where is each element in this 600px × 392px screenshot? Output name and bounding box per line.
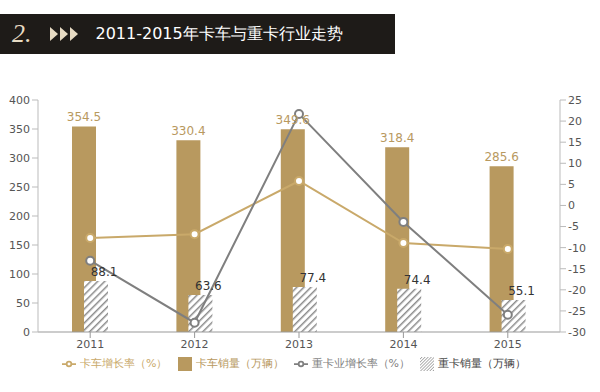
svg-text:25: 25 — [568, 94, 582, 107]
svg-text:50: 50 — [16, 297, 30, 310]
svg-text:285.6: 285.6 — [484, 150, 518, 164]
svg-text:-10: -10 — [568, 242, 586, 255]
svg-text:-20: -20 — [568, 284, 586, 297]
svg-text:150: 150 — [9, 239, 30, 252]
html-text:重卡销量（万辆）: 重卡销量（万辆） — [438, 357, 526, 370]
svg-text:250: 250 — [9, 181, 30, 194]
svg-text:-15: -15 — [568, 263, 586, 276]
svg-text:300: 300 — [9, 152, 30, 165]
svg-text:20: 20 — [568, 115, 582, 128]
svg-text:2015: 2015 — [494, 338, 522, 351]
svg-text:354.5: 354.5 — [67, 110, 101, 124]
svg-text:200: 200 — [9, 210, 30, 223]
svg-text:15: 15 — [568, 136, 582, 149]
svg-text:330.4: 330.4 — [171, 124, 205, 138]
svg-text:-30: -30 — [568, 326, 586, 339]
svg-text:63.6: 63.6 — [195, 279, 222, 293]
svg-text:318.4: 318.4 — [380, 131, 414, 145]
svg-text:2013: 2013 — [285, 338, 313, 351]
svg-text:2012: 2012 — [181, 338, 209, 351]
svg-text:88.1: 88.1 — [91, 265, 118, 279]
html-text:卡车增长率（%）: 卡车增长率（%） — [80, 357, 168, 370]
html-text:卡车销量（万辆）: 卡车销量（万辆） — [195, 357, 284, 370]
svg-text:100: 100 — [9, 268, 30, 281]
html-text:2011-2015年卡车与重卡行业走势: 2011-2015年卡车与重卡行业走势 — [95, 23, 343, 43]
svg-text:77.4: 77.4 — [299, 271, 326, 285]
svg-text:74.4: 74.4 — [404, 273, 431, 287]
svg-text:-5: -5 — [568, 220, 579, 233]
svg-text:0: 0 — [23, 326, 30, 339]
svg-text:350: 350 — [9, 123, 30, 136]
html-text:重卡业增长率（%）: 重卡业增长率（%） — [311, 357, 410, 370]
svg-text:10: 10 — [568, 157, 582, 170]
svg-text:-25: -25 — [568, 305, 586, 318]
svg-text:400: 400 — [9, 94, 30, 107]
svg-text:55.1: 55.1 — [508, 284, 535, 298]
svg-text:2011: 2011 — [76, 338, 104, 351]
svg-text:5: 5 — [568, 178, 575, 191]
svg-text:2014: 2014 — [389, 338, 417, 351]
svg-text:349.6: 349.6 — [276, 113, 310, 127]
svg-text:0: 0 — [568, 199, 575, 212]
html-text:2.: 2. — [12, 19, 32, 48]
